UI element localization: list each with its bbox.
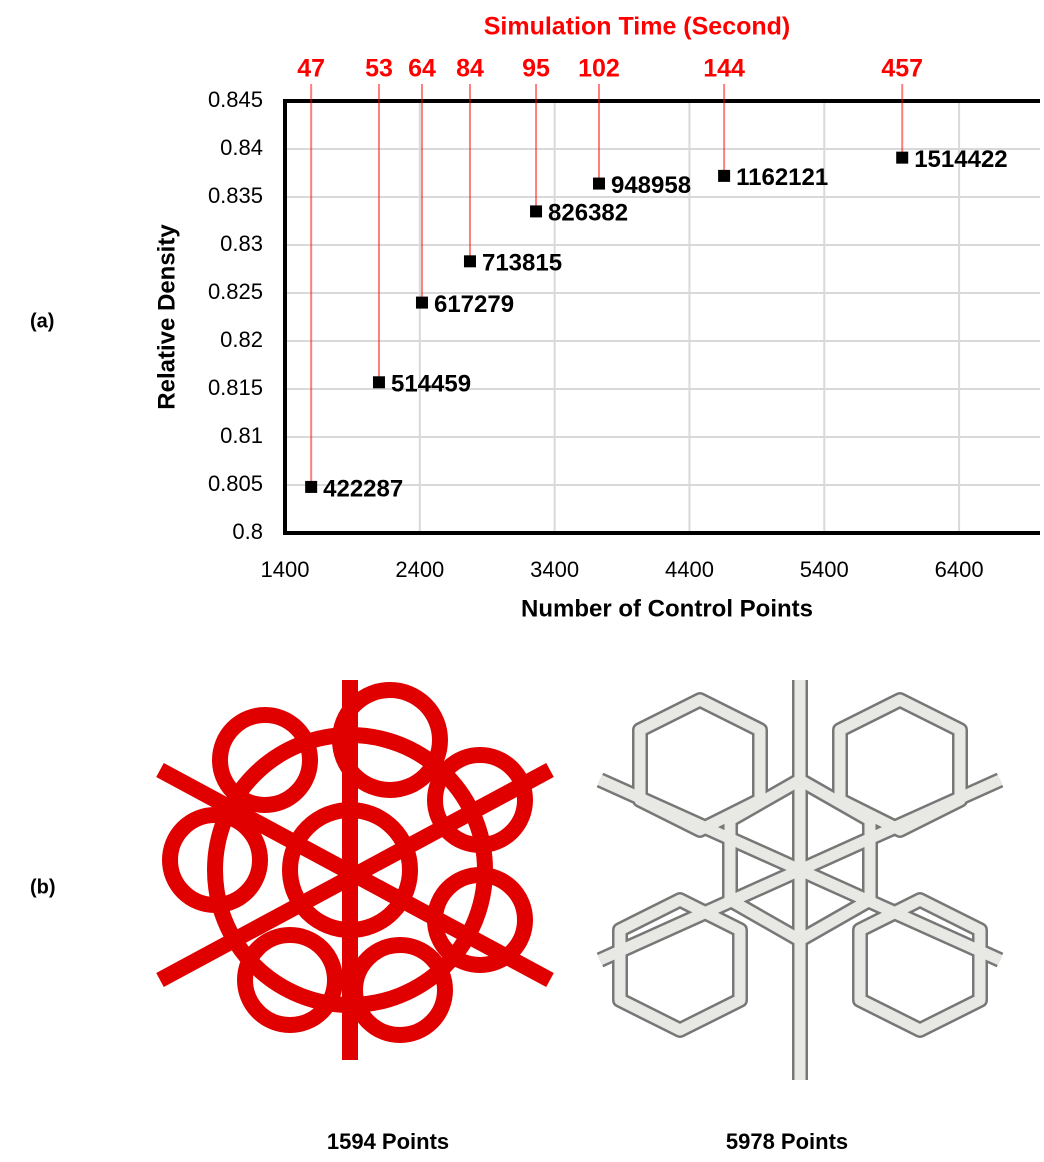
time-label: 457 xyxy=(881,55,923,83)
panel-label: (a) xyxy=(30,310,54,332)
time-label: 102 xyxy=(578,55,620,83)
point-label: 1514422 xyxy=(914,146,1007,173)
y-tick-label: 0.81 xyxy=(220,423,263,448)
time-label: 84 xyxy=(456,55,484,83)
x-tick-label: 1400 xyxy=(261,557,310,582)
point xyxy=(416,297,428,309)
y-axis-title: Relative Density xyxy=(153,224,180,410)
caption: 5978 Points xyxy=(726,1129,848,1154)
x-tick-label: 3400 xyxy=(530,557,579,582)
time-label: 47 xyxy=(297,55,325,83)
time-label: 95 xyxy=(522,55,550,83)
time-label: 144 xyxy=(703,55,745,83)
panel-label: (b) xyxy=(30,876,56,898)
point-label: 948958 xyxy=(611,172,691,199)
y-tick-label: 0.835 xyxy=(208,183,263,208)
y-tick-label: 0.83 xyxy=(220,231,263,256)
y-tick-label: 0.84 xyxy=(220,135,263,160)
point-label: 422287 xyxy=(323,475,403,502)
grey-model xyxy=(600,680,1000,1080)
point xyxy=(530,205,542,217)
point xyxy=(305,481,317,493)
point xyxy=(373,376,385,388)
x-tick-label: 4400 xyxy=(665,557,714,582)
y-tick-label: 0.8 xyxy=(232,519,263,544)
point-label: 617279 xyxy=(434,291,514,318)
x-axis-title: Number of Control Points xyxy=(521,595,813,622)
point xyxy=(464,255,476,267)
point-label: 514459 xyxy=(391,371,471,398)
y-tick-label: 0.805 xyxy=(208,471,263,496)
time-label: 64 xyxy=(408,55,436,83)
caption: 1594 Points xyxy=(327,1129,449,1154)
y-tick-label: 0.825 xyxy=(208,279,263,304)
y-tick-label: 0.82 xyxy=(220,327,263,352)
x-tick-label: 5400 xyxy=(800,557,849,582)
figure: (a) (b) Simulation Time (Second) Number … xyxy=(0,0,1044,1162)
x-tick-label: 2400 xyxy=(395,557,444,582)
top-axis-title: Simulation Time (Second) xyxy=(484,13,791,41)
point-label: 826382 xyxy=(548,200,628,227)
y-tick-label: 0.815 xyxy=(208,375,263,400)
point xyxy=(593,178,605,190)
point-label: 713815 xyxy=(482,250,562,277)
point-label: 1162121 xyxy=(736,164,828,191)
point xyxy=(896,152,908,164)
red-model xyxy=(160,680,550,1060)
x-tick-label: 6400 xyxy=(935,557,984,582)
time-label: 53 xyxy=(365,55,393,83)
point xyxy=(718,170,730,182)
y-tick-label: 0.845 xyxy=(208,87,263,112)
